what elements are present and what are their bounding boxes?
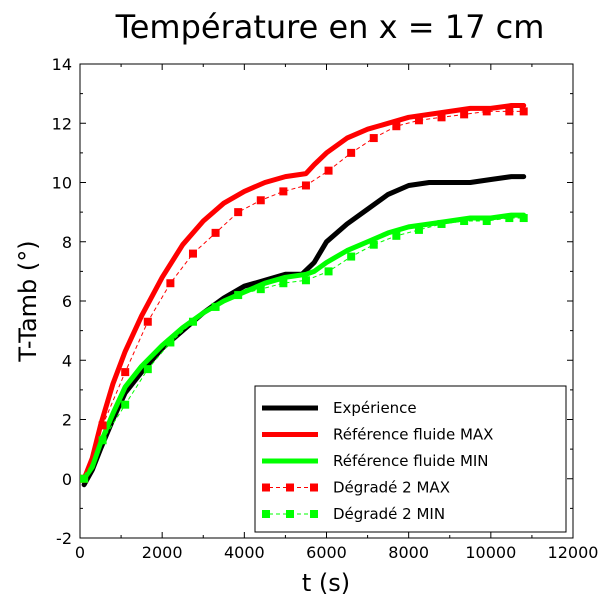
series-2 <box>81 212 527 482</box>
x-axis-title: t (s) <box>302 569 350 597</box>
data-point <box>256 285 265 294</box>
data-point <box>505 214 514 223</box>
data-point <box>121 400 130 409</box>
y-tick-label: 12 <box>52 114 72 133</box>
data-point <box>211 228 220 237</box>
series-4 <box>80 214 528 483</box>
data-point <box>98 421 107 430</box>
data-point <box>482 217 491 226</box>
data-point <box>301 181 310 190</box>
data-point <box>369 240 378 249</box>
data-point <box>121 368 130 377</box>
y-axis-title: T-Tamb (°) <box>14 240 42 362</box>
y-tick-label: 0 <box>62 470 72 489</box>
x-tick-label: 8000 <box>388 543 429 562</box>
data-point <box>519 107 528 116</box>
series-line <box>81 212 527 482</box>
legend-label: Référence fluide MIN <box>333 452 489 470</box>
series-line <box>83 217 524 480</box>
data-point <box>437 219 446 228</box>
x-tick-label: 10000 <box>465 543 516 562</box>
legend-label: Dégradé 2 MIN <box>333 505 445 523</box>
legend-marker <box>310 483 318 492</box>
data-point <box>369 134 378 143</box>
legend-marker <box>286 483 294 492</box>
data-point <box>414 116 423 125</box>
y-tick-label: 6 <box>62 292 72 311</box>
data-point <box>437 113 446 122</box>
data-point <box>279 187 288 196</box>
data-point <box>188 249 197 258</box>
y-tick-label: 4 <box>62 351 72 370</box>
legend: Expérience Référence fluide MAX Référence … <box>254 385 567 533</box>
data-point <box>166 279 175 288</box>
data-point <box>80 474 89 483</box>
data-point <box>143 365 152 374</box>
data-point <box>279 279 288 288</box>
x-tick-label: 4000 <box>224 543 265 562</box>
series-layer <box>80 103 528 488</box>
data-point <box>301 276 310 285</box>
data-point <box>211 302 220 311</box>
y-tick-label: 10 <box>52 174 72 193</box>
data-point <box>505 107 514 116</box>
y-tick-label: -2 <box>56 529 72 548</box>
legend-label: Expérience <box>333 399 417 417</box>
data-point <box>460 217 469 226</box>
data-point <box>234 291 243 300</box>
legend-label: Référence fluide MAX <box>333 426 493 444</box>
data-point <box>324 166 333 175</box>
data-point <box>234 208 243 217</box>
y-tick-label: 2 <box>62 411 72 430</box>
data-point <box>166 338 175 347</box>
legend-label: Dégradé 2 MAX <box>333 479 450 497</box>
x-tick-label: 0 <box>75 543 85 562</box>
chart-title: Température en x = 17 cm <box>115 8 545 46</box>
legend-entry: Référence fluide MIN <box>262 452 489 470</box>
data-point <box>482 107 491 116</box>
series-line <box>81 103 527 482</box>
legend-marker <box>310 510 318 518</box>
legend-entry: Dégradé 2 MAX <box>262 479 450 497</box>
x-tick-label: 2000 <box>142 543 183 562</box>
legend-marker <box>262 510 270 518</box>
x-tick-label: 6000 <box>306 543 347 562</box>
data-point <box>188 317 197 326</box>
data-point <box>256 196 265 205</box>
y-tick-label: 8 <box>62 233 72 252</box>
legend-entry: Référence fluide MAX <box>262 426 493 444</box>
data-point <box>392 231 401 240</box>
data-point <box>414 225 423 234</box>
data-point <box>143 317 152 326</box>
x-tick-label: 12000 <box>548 543 599 562</box>
legend-marker <box>286 510 294 518</box>
data-point <box>98 436 107 445</box>
data-point <box>324 267 333 276</box>
legend-entry: Expérience <box>262 399 417 417</box>
legend-marker <box>262 483 270 492</box>
data-point <box>519 214 528 223</box>
data-point <box>392 122 401 131</box>
data-point <box>347 148 356 157</box>
legend-entry: Dégradé 2 MIN <box>262 505 445 523</box>
data-point <box>460 110 469 119</box>
data-point <box>347 252 356 261</box>
y-tick-label: 14 <box>52 55 72 74</box>
series-1 <box>81 103 527 482</box>
